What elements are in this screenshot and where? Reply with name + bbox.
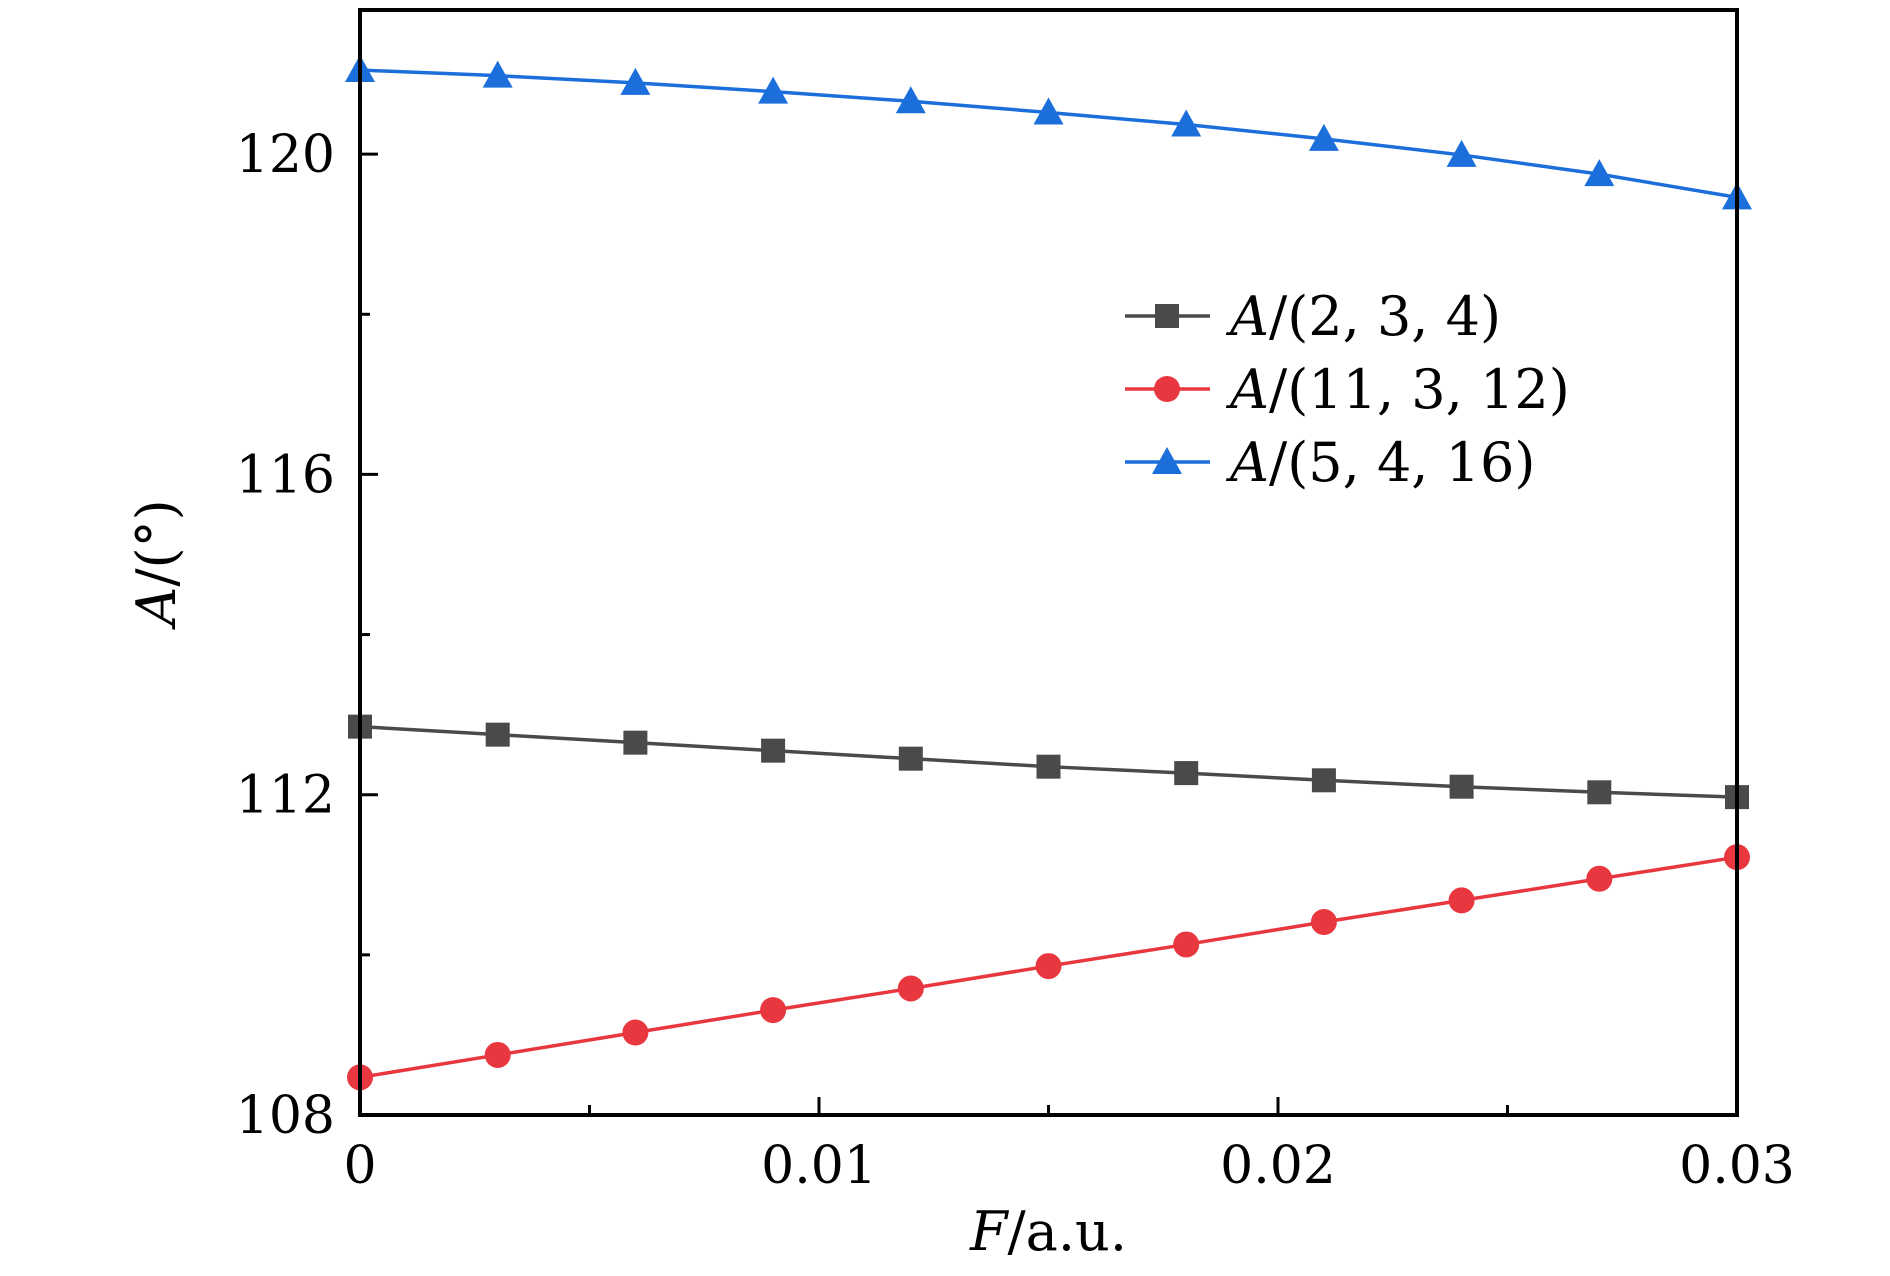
data-point <box>622 1019 649 1046</box>
data-point <box>1584 159 1615 187</box>
series-2 <box>347 844 1750 1091</box>
data-point <box>623 730 648 755</box>
data-point <box>1173 931 1200 958</box>
data-point <box>758 76 789 104</box>
legend-label-indices: /(11, 3, 12) <box>1269 358 1570 421</box>
legend-label: A/(5, 4, 16) <box>1225 431 1535 494</box>
data-point <box>895 86 926 114</box>
data-point <box>485 722 510 747</box>
legend-marker <box>1152 447 1182 474</box>
y-axis: 108 112 116 120 <box>236 125 378 1146</box>
y-tick-label: 116 <box>236 445 335 505</box>
y-axis-title: A/(°) <box>125 499 188 630</box>
y-axis-title-unit: /(°) <box>125 499 188 586</box>
x-tick-label: 0.03 <box>1679 1136 1795 1196</box>
legend-marker <box>1154 376 1180 402</box>
legend-item: A/(11, 3, 12) <box>1125 358 1570 421</box>
data-point <box>1174 761 1199 786</box>
data-point <box>1586 865 1613 892</box>
x-axis-title-unit: /a.u. <box>1007 1200 1127 1263</box>
data-point <box>1036 754 1061 779</box>
data-point <box>484 1041 511 1068</box>
data-point <box>898 746 923 771</box>
x-axis-title-variable: F <box>969 1200 1010 1263</box>
data-point <box>897 975 924 1002</box>
legend-marker <box>1155 304 1179 328</box>
legend-label-variable: A <box>1225 431 1269 494</box>
legend-label: A/(11, 3, 12) <box>1225 358 1570 421</box>
legend-label-indices: /(2, 3, 4) <box>1269 285 1501 348</box>
data-point <box>620 67 651 95</box>
data-point <box>1308 123 1339 151</box>
y-axis-title-variable: A <box>125 587 188 631</box>
legend-label-variable: A <box>1225 285 1269 348</box>
series-line <box>359 68 1738 200</box>
data-point <box>1171 109 1202 137</box>
x-tick-label: 0.02 <box>1220 1136 1336 1196</box>
data-point <box>761 738 786 763</box>
data-point <box>1448 887 1475 914</box>
x-axis-title: F/a.u. <box>969 1200 1127 1263</box>
y-tick-label: 108 <box>236 1086 335 1146</box>
x-tick-label: 0.01 <box>761 1136 877 1196</box>
data-point <box>1587 780 1612 805</box>
legend-label: A/(2, 3, 4) <box>1225 285 1501 348</box>
legend-item: A/(2, 3, 4) <box>1125 285 1501 348</box>
series-layer <box>345 55 1752 1091</box>
x-axis: 0 0.01 0.02 0.03 <box>343 1097 1795 1196</box>
legend-label-variable: A <box>1225 358 1269 421</box>
data-point <box>760 997 787 1024</box>
legend: A/(2, 3, 4)A/(11, 3, 12)A/(5, 4, 16) <box>1125 285 1570 494</box>
y-tick-label: 120 <box>236 125 335 185</box>
y-tick-label: 112 <box>236 766 335 826</box>
data-point <box>1311 768 1336 793</box>
data-point <box>482 60 513 88</box>
plot-frame <box>358 8 1739 1117</box>
series-1 <box>348 714 1749 810</box>
data-point <box>1033 97 1064 125</box>
data-point <box>1035 953 1062 980</box>
legend-item: A/(5, 4, 16) <box>1125 431 1535 494</box>
data-point <box>1446 139 1477 167</box>
data-point <box>1310 909 1337 936</box>
data-point <box>1449 774 1474 799</box>
legend-label-indices: /(5, 4, 16) <box>1269 431 1535 494</box>
x-tick-label: 0 <box>343 1136 376 1196</box>
series-3 <box>345 55 1752 210</box>
